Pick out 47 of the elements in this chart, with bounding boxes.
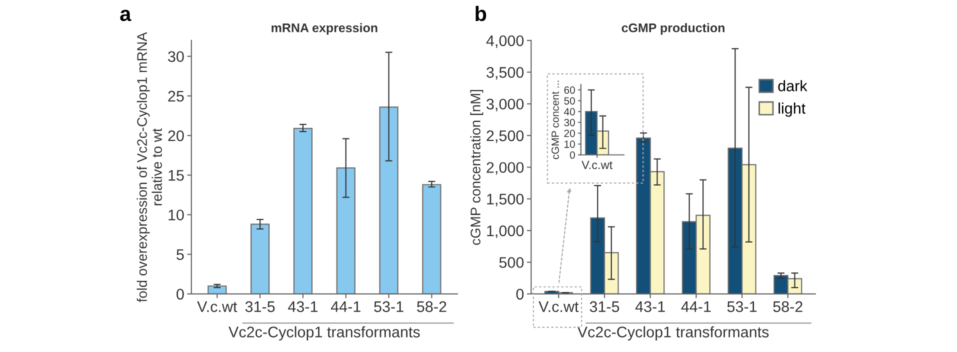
y-tick-label: 1,500: [487, 194, 524, 206]
x-tick-label: 31-5: [245, 301, 275, 312]
y-axis-title: cGMP concent ...: [552, 80, 559, 160]
y-tick-label: 50: [564, 97, 575, 105]
y-tick-label: 10: [564, 140, 575, 148]
text: b: [476, 6, 486, 22]
y-tick-label: 30: [564, 118, 575, 126]
x-axis-title: Vc2c-Cyclop1 transformants: [228, 326, 420, 340]
y-tick-label: 25: [168, 90, 184, 102]
y-tick-label: 0: [176, 288, 184, 300]
y-tick-label: 500: [499, 257, 524, 268]
text: a: [120, 10, 132, 22]
y-tick-label: 2,000: [486, 162, 524, 175]
y-tick-label: 20: [564, 130, 575, 138]
y-tick-label: 30: [168, 51, 184, 62]
y-tick-label: 1,000: [487, 225, 524, 238]
y-tick-label: 3,000: [486, 98, 524, 112]
y-tick-label: 3,500: [486, 67, 524, 80]
x-tick-label: 44-1: [330, 301, 360, 312]
legend-label: dark: [778, 80, 808, 92]
x-tick-label: 31-5: [590, 301, 620, 312]
x-tick-label: 53-1: [374, 301, 404, 312]
x-tick-label: 58-2: [417, 301, 446, 312]
x-tick-label: V.c.wt: [538, 301, 579, 312]
x-tick-label: 53-1: [727, 301, 757, 312]
x-tick-label: V.c.wt: [582, 160, 612, 170]
y-axis-title: fold overexpression of Vc2c-Cyclop1 mRNA relative to wt: [136, 32, 162, 302]
y-tick-label: 0: [570, 151, 575, 159]
x-tick-label: 58-2: [773, 301, 802, 312]
y-tick-label: 10: [168, 210, 184, 220]
x-tick-label: 44-1: [681, 301, 711, 312]
y-tick-label: 4,000: [486, 35, 524, 48]
y-tick-label: 60: [564, 86, 575, 94]
y-tick-label: 40: [564, 108, 575, 116]
y-axis-title: cGMP concentration [nM]: [470, 90, 484, 245]
y-tick-label: 5: [176, 249, 184, 260]
chart-title: cGMP production: [622, 23, 724, 35]
legend-label: light: [778, 102, 806, 117]
x-tick-label: V.c.wt: [197, 301, 238, 312]
x-tick-label: 43-1: [288, 301, 318, 312]
y-tick-label: 0: [516, 288, 524, 300]
chart-title: mRNA expression: [272, 23, 378, 35]
y-tick-label: 2,500: [486, 130, 524, 144]
x-tick-label: 43-1: [635, 301, 665, 312]
x-axis-title: Vc2c-Cyclop1 transformants: [577, 326, 769, 340]
y-tick-label: 20: [168, 130, 184, 142]
y-tick-label: 15: [168, 170, 184, 181]
